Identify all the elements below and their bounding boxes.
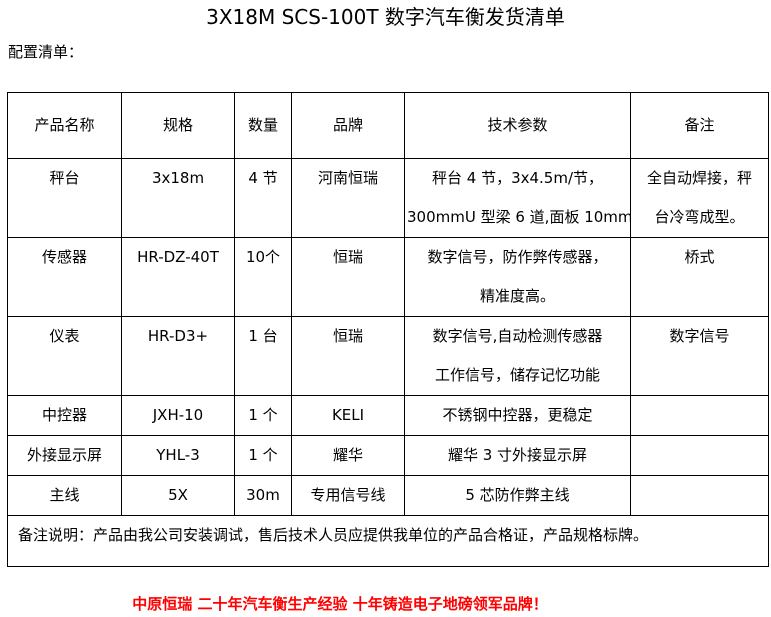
header-cell: 数量 bbox=[234, 92, 292, 159]
table-row: 主线 5X 30m 专用信号线 5 芯防作弊主线 bbox=[7, 475, 769, 516]
remark-cell bbox=[630, 435, 769, 476]
header-cell: 技术参数 bbox=[404, 92, 631, 159]
product-name-cell: 传感器 bbox=[7, 237, 122, 317]
cell-line: 不锈钢中控器，更稳定 bbox=[442, 406, 593, 424]
brand-cell: 耀华 bbox=[291, 435, 405, 476]
slogan: 中原恒瑞 二十年汽车衡生产经验 十年铸造电子地磅领军品牌！ bbox=[132, 595, 548, 613]
tech-params-cell: 5 芯防作弊主线 bbox=[404, 475, 631, 516]
quantity-cell: 4 节 bbox=[234, 158, 292, 238]
brand-cell: KELI bbox=[291, 395, 405, 436]
spec-cell: 3x18m bbox=[121, 158, 235, 238]
remark-cell: 全自动焊接，秤 台冷弯成型。 bbox=[630, 158, 769, 238]
cell-line: 5 芯防作弊主线 bbox=[465, 486, 570, 504]
cell-line: 精准度高。 bbox=[479, 287, 555, 305]
cell-line: 300mmU 型梁 6 道,面板 10mm bbox=[407, 208, 631, 226]
cell-line: 桥式 bbox=[684, 248, 715, 266]
header-cell: 备注 bbox=[630, 92, 769, 159]
header-cell: 产品名称 bbox=[7, 92, 122, 159]
cell-line: 秤台 4 节，3x4.5m/节， bbox=[431, 169, 604, 187]
quantity-cell: 30m bbox=[234, 475, 292, 516]
shipping-list-table: 产品名称 规格 数量 品牌 技术参数 备注 秤台 3x18m 4 节河南恒瑞 秤台 4… bbox=[7, 92, 769, 567]
quantity-cell: 1 台 bbox=[234, 316, 292, 396]
remark-cell bbox=[630, 395, 769, 436]
cell-line: 台冷弯成型。 bbox=[654, 208, 745, 226]
tech-params-cell: 秤台 4 节，3x4.5m/节， 300mmU 型梁 6 道,面板 10mm bbox=[404, 158, 631, 238]
quantity-cell: 10个 bbox=[234, 237, 292, 317]
cell-line: 工作信号，储存记忆功能 bbox=[434, 366, 600, 384]
note-row: 备注说明：产品由我公司安装调试，售后技术人员应提供我单位的产品合格证，产品规格标… bbox=[7, 515, 769, 567]
brand-cell: 恒瑞 bbox=[291, 316, 405, 396]
tech-params-cell: 数字信号，防作弊传感器， 精准度高。 bbox=[404, 237, 631, 317]
spec-cell: 5X bbox=[121, 475, 235, 516]
spec-cell: YHL-3 bbox=[121, 435, 235, 476]
product-name-cell: 仪表 bbox=[7, 316, 122, 396]
note-text: 备注说明：产品由我公司安装调试，售后技术人员应提供我单位的产品合格证，产品规格标… bbox=[7, 515, 769, 567]
remark-cell bbox=[630, 475, 769, 516]
spec-cell: HR-DZ-40T bbox=[121, 237, 235, 317]
product-name-cell: 中控器 bbox=[7, 395, 122, 436]
spec-cell: HR-D3+ bbox=[121, 316, 235, 396]
spec-cell: JXH-10 bbox=[121, 395, 235, 436]
product-name-cell: 秤台 bbox=[7, 158, 122, 238]
tech-params-cell: 数字信号,自动检测传感器 工作信号，储存记忆功能 bbox=[404, 316, 631, 396]
remark-cell: 桥式 bbox=[630, 237, 769, 317]
header-cell: 品牌 bbox=[291, 92, 405, 159]
cell-line: 数字信号 bbox=[669, 327, 730, 345]
cell-line: 数字信号,自动检测传感器 bbox=[432, 327, 603, 345]
table-row: 仪表 HR-D3+ 1 台恒瑞 数字信号,自动检测传感器 工作信号，储存记忆功能 数字信号 bbox=[7, 316, 769, 396]
table-row: 外接显示屏 YHL-3 1 个耀华 耀华 3 寸外接显示屏 bbox=[7, 435, 769, 476]
remark-cell: 数字信号 bbox=[630, 316, 769, 396]
section-label: 配置清单： bbox=[8, 43, 84, 61]
cell-line: 数字信号，防作弊传感器， bbox=[427, 248, 608, 266]
quantity-cell: 1 个 bbox=[234, 395, 292, 436]
table-row: 中控器 JXH-10 1 个 KELI 不锈钢中控器，更稳定 bbox=[7, 395, 769, 436]
quantity-cell: 1 个 bbox=[234, 435, 292, 476]
tech-params-cell: 耀华 3 寸外接显示屏 bbox=[404, 435, 631, 476]
table-row: 传感器 HR-DZ-40T 10个 恒瑞 数字信号，防作弊传感器， 精准度高。 桥式 bbox=[7, 237, 769, 317]
table-header-row: 产品名称 规格 数量 品牌 技术参数 备注 bbox=[7, 92, 769, 159]
cell-line: 全自动焊接，秤 bbox=[646, 169, 752, 187]
product-name-cell: 外接显示屏 bbox=[7, 435, 122, 476]
tech-params-cell: 不锈钢中控器，更稳定 bbox=[404, 395, 631, 436]
page-title: 3X18M SCS-100T 数字汽车衡发货清单 bbox=[206, 5, 565, 29]
cell-line: 耀华 3 寸外接显示屏 bbox=[447, 446, 588, 464]
table-row: 秤台 3x18m 4 节河南恒瑞 秤台 4 节，3x4.5m/节， 300mmU 型梁 … bbox=[7, 158, 769, 238]
brand-cell: 恒瑞 bbox=[291, 237, 405, 317]
product-name-cell: 主线 bbox=[7, 475, 122, 516]
brand-cell: 河南恒瑞 bbox=[291, 158, 405, 238]
brand-cell: 专用信号线 bbox=[291, 475, 405, 516]
header-cell: 规格 bbox=[121, 92, 235, 159]
